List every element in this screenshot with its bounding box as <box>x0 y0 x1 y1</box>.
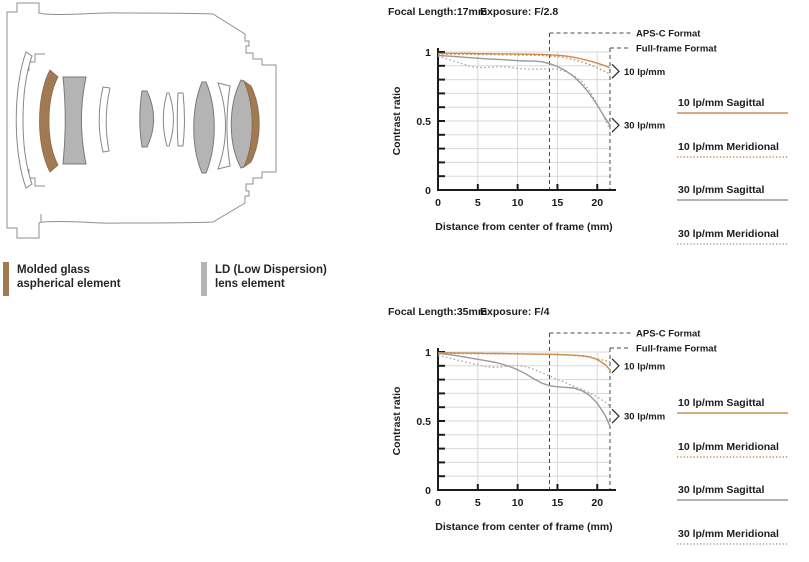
chart-title-focal: Focal Length:17mm <box>388 6 487 18</box>
molded-glass-swatch <box>3 262 9 296</box>
y-axis-title: Contrast ratio <box>391 387 403 456</box>
legend-label-10-lp-mm-sagittal: 10 lp/mm Sagittal <box>678 97 764 109</box>
legend-label-10-lp-mm-meridional: 10 lp/mm Meridional <box>678 441 779 453</box>
legend-ld-element: LD (Low Dispersion) lens element <box>201 262 327 296</box>
format-marker-label-aps-c-format: APS-C Format <box>636 329 701 340</box>
y-tick-label: 0.5 <box>416 416 431 428</box>
chart-title-exposure: Exposure: F/2.8 <box>480 6 558 18</box>
x-tick-label: 20 <box>591 497 603 509</box>
annotation-bracket <box>611 117 620 133</box>
x-tick-label: 5 <box>475 497 481 509</box>
legend-label-30-lp-mm-sagittal: 30 lp/mm Sagittal <box>678 184 764 196</box>
x-tick-label: 5 <box>475 197 481 209</box>
x-tick-label: 15 <box>552 197 564 209</box>
legend-molded-glass-line1: Molded glass <box>17 264 90 276</box>
annotation-bracket <box>611 358 620 374</box>
y-tick-label: 0 <box>425 485 431 497</box>
ld-element-1 <box>62 76 87 165</box>
format-marker-label-aps-c-format: APS-C Format <box>636 29 701 40</box>
ld-element-3 <box>193 81 215 174</box>
lens-barrel-outline <box>6 2 277 239</box>
legend-molded-glass-line2: aspherical element <box>17 277 121 290</box>
annotation-label-30-lp-mm: 30 lp/mm <box>624 412 665 423</box>
chart-title-exposure: Exposure: F/4 <box>480 306 550 318</box>
molded-aspherical-element-rear <box>243 79 260 169</box>
y-axis-title: Contrast ratio <box>391 87 403 156</box>
annotation-bracket <box>611 408 620 424</box>
x-tick-label: 15 <box>552 497 564 509</box>
x-axis-title: Distance from center of frame (mm) <box>435 521 612 533</box>
annotation-label-30-lp-mm: 30 lp/mm <box>624 121 665 132</box>
annotation-label-10-lp-mm: 10 lp/mm <box>624 361 665 372</box>
x-tick-label: 20 <box>591 197 603 209</box>
curve-30-lp-mm-sagittal <box>437 352 611 427</box>
legend-label-30-lp-mm-meridional: 30 lp/mm Meridional <box>678 228 779 240</box>
y-tick-label: 1 <box>425 47 431 59</box>
molded-aspherical-element-front <box>39 69 59 173</box>
legend-label-10-lp-mm-meridional: 10 lp/mm Meridional <box>678 141 779 153</box>
format-marker-label-full-frame-format: Full-frame Format <box>636 44 718 55</box>
annotation-label-10-lp-mm: 10 lp/mm <box>624 67 665 78</box>
curve-10-lp-mm-sagittal <box>437 352 611 371</box>
lens-element-9 <box>217 82 231 170</box>
x-tick-label: 0 <box>435 197 441 209</box>
legend-ld-line1: LD (Low Dispersion) <box>215 264 327 276</box>
x-tick-label: 0 <box>435 497 441 509</box>
curve-30-lp-mm-meridional <box>437 354 611 407</box>
lens-element-7 <box>176 92 185 147</box>
legend-ld-line2: lens element <box>215 277 285 290</box>
legend-label-10-lp-mm-sagittal: 10 lp/mm Sagittal <box>678 397 764 409</box>
x-tick-label: 10 <box>512 497 524 509</box>
lens-element-4 <box>98 86 111 153</box>
y-tick-label: 0 <box>425 185 431 197</box>
curve-30-lp-mm-sagittal <box>437 54 611 126</box>
lens-element-6 <box>162 92 174 147</box>
x-tick-label: 10 <box>512 197 524 209</box>
ld-element-2 <box>139 90 155 148</box>
annotation-bracket <box>611 63 620 79</box>
lens-construction-diagram <box>6 2 277 239</box>
curve-10-lp-mm-meridional <box>438 352 611 363</box>
x-axis-title: Distance from center of frame (mm) <box>435 221 612 233</box>
y-tick-label: 0.5 <box>416 116 431 128</box>
legend-label-30-lp-mm-sagittal: 30 lp/mm Sagittal <box>678 484 764 496</box>
legend-label-30-lp-mm-meridional: 30 lp/mm Meridional <box>678 528 779 540</box>
format-marker-label-full-frame-format: Full-frame Format <box>636 344 718 355</box>
curve-30-lp-mm-meridional <box>437 55 611 130</box>
curve-10-lp-mm-meridional <box>438 53 611 75</box>
chart-title-focal: Focal Length:35mm <box>388 306 487 318</box>
front-element <box>15 51 33 189</box>
legend-molded-glass: Molded glass aspherical element <box>3 262 121 296</box>
ld-element-swatch <box>201 262 207 296</box>
y-tick-label: 1 <box>425 347 431 359</box>
curve-10-lp-mm-sagittal <box>438 52 611 69</box>
